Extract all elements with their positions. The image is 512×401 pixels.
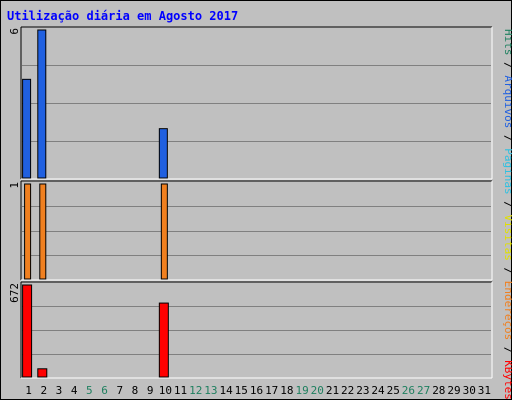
x-tick-label: 28 bbox=[432, 384, 445, 397]
legend-entry: / bbox=[502, 56, 512, 76]
x-tick-label: 6 bbox=[101, 384, 108, 397]
bar-top-day-10 bbox=[158, 128, 168, 179]
x-tick-label: 4 bbox=[71, 384, 78, 397]
x-tick-label: 17 bbox=[265, 384, 278, 397]
x-tick-label: 29 bbox=[447, 384, 460, 397]
x-tick-label: 10 bbox=[159, 384, 172, 397]
x-tick-label: 23 bbox=[356, 384, 369, 397]
x-tick-label: 18 bbox=[280, 384, 293, 397]
bar-bottom-day-1 bbox=[22, 284, 33, 378]
legend-entry: / bbox=[502, 261, 512, 281]
legend-entry: Endereços bbox=[502, 281, 512, 341]
x-tick-label: 25 bbox=[387, 384, 400, 397]
x-tick-label: 3 bbox=[56, 384, 63, 397]
legend-entry: Arquivos bbox=[502, 75, 512, 128]
bar-bottom-day-2 bbox=[37, 368, 48, 378]
x-tick-label: 30 bbox=[463, 384, 476, 397]
bar-top-day-1 bbox=[22, 78, 32, 179]
legend-entry: / bbox=[502, 340, 512, 360]
bar-bottom-day-10 bbox=[158, 302, 169, 378]
x-tick-label: 14 bbox=[219, 384, 233, 397]
legend-entry: Hits bbox=[502, 29, 512, 56]
legend-entry: / bbox=[502, 128, 512, 148]
panel-bottom-max-label: 672 bbox=[8, 283, 21, 303]
x-tick-label: 26 bbox=[402, 384, 415, 397]
x-tick-label: 7 bbox=[116, 384, 123, 397]
bar-top-day-2 bbox=[37, 29, 47, 179]
legend-entry: Visitas bbox=[502, 214, 512, 260]
x-tick-label: 11 bbox=[174, 384, 187, 397]
x-tick-label: 12 bbox=[189, 384, 202, 397]
x-tick-label: 8 bbox=[132, 384, 139, 397]
legend-entry: Páginas bbox=[502, 148, 512, 194]
legend-text: Hits / Arquivos / Páginas / Visitas / En… bbox=[502, 29, 512, 400]
x-tick-label: 24 bbox=[371, 384, 385, 397]
x-tick-label: 21 bbox=[326, 384, 339, 397]
legend-entry: KBytes bbox=[502, 360, 512, 400]
x-tick-label: 16 bbox=[250, 384, 263, 397]
x-tick-label: 22 bbox=[341, 384, 354, 397]
chart-title: Utilização diária em Agosto 2017 bbox=[7, 9, 238, 23]
x-tick-label: 19 bbox=[295, 384, 308, 397]
legend: Hits / Arquivos / Páginas / Visitas / En… bbox=[502, 29, 512, 400]
bar-middle-day-1 bbox=[24, 183, 32, 280]
panel-middle-max-label: 1 bbox=[8, 182, 21, 189]
x-tick-label: 9 bbox=[147, 384, 154, 397]
bar-middle-day-10 bbox=[160, 183, 168, 280]
panel-bottom: 672 bbox=[8, 281, 493, 379]
x-axis-labels: 1 2 3 4 5 6 7 8 9 10 11 12 13 14 15 16 17 18 19 20 21 22 23 24 2… bbox=[25, 384, 491, 397]
x-tick-label: 27 bbox=[417, 384, 430, 397]
x-tick-label: 1 bbox=[25, 384, 32, 397]
bar-middle-day-2 bbox=[39, 183, 47, 280]
x-tick-label: 2 bbox=[40, 384, 47, 397]
panel-middle-area bbox=[21, 181, 492, 280]
panel-middle: 1 bbox=[8, 180, 493, 281]
x-tick-label: 13 bbox=[204, 384, 217, 397]
x-tick-label: 5 bbox=[86, 384, 93, 397]
x-tick-label: 15 bbox=[235, 384, 248, 397]
chart-panels: 6 1 672 bbox=[8, 26, 493, 379]
legend-entry: / bbox=[502, 195, 512, 215]
x-tick-label: 20 bbox=[311, 384, 324, 397]
panel-top-max-label: 6 bbox=[8, 28, 21, 35]
panel-top: 6 bbox=[8, 26, 493, 180]
x-tick-label: 31 bbox=[478, 384, 491, 397]
